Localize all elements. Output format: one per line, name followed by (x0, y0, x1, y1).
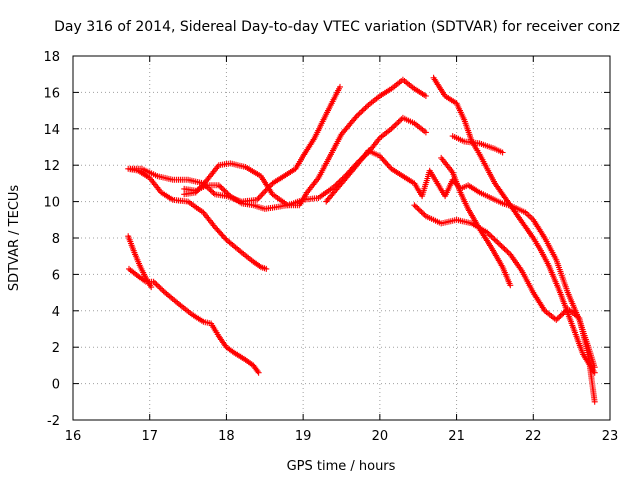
y-tick-label: 16 (43, 86, 60, 101)
x-tick-label: 19 (295, 429, 312, 444)
x-tick-label: 23 (602, 429, 619, 444)
y-tick-label: 14 (43, 123, 60, 138)
series-markers (126, 265, 262, 376)
chart-title: Day 316 of 2014, Sidereal Day-to-day VTE… (54, 19, 620, 35)
series-track-j (449, 133, 506, 156)
series-markers (430, 74, 598, 376)
x-tick-label: 20 (372, 429, 389, 444)
y-tick-label: 12 (43, 159, 60, 174)
series-track-b (125, 233, 155, 291)
y-axis-label: SDTVAR / TECUs (7, 185, 22, 292)
series-markers (438, 154, 514, 289)
grid-lines (73, 56, 610, 420)
y-tick-label: 6 (52, 268, 60, 283)
y-tick-label: 0 (52, 378, 60, 393)
series-markers (323, 147, 598, 371)
series-markers (181, 76, 429, 209)
y-tick-label: 2 (52, 341, 60, 356)
x-tick-label: 22 (525, 429, 542, 444)
x-tick-label: 18 (218, 429, 235, 444)
series-markers (125, 233, 155, 291)
series-track-e (181, 76, 429, 209)
series-markers (449, 133, 506, 156)
series-track-a (126, 265, 262, 376)
y-tick-label: -2 (47, 414, 60, 429)
x-tick-label: 16 (65, 429, 82, 444)
data-marks (125, 74, 598, 405)
y-tick-label: 8 (52, 232, 60, 247)
y-tick-label: 4 (52, 305, 60, 320)
x-axis-label: GPS time / hours (287, 459, 396, 474)
x-tick-label: 17 (141, 429, 158, 444)
series-track-i (430, 74, 598, 376)
y-tick-label: 10 (43, 196, 60, 211)
y-tick-label: 18 (43, 50, 60, 65)
axis-ticks: 16 17 18 19 20 21 22 23 -2 0 2 4 6 8 10 12 14 16 18 (43, 50, 618, 444)
series-track-k (438, 154, 514, 289)
x-tick-label: 21 (448, 429, 465, 444)
series-track-g (323, 147, 598, 371)
